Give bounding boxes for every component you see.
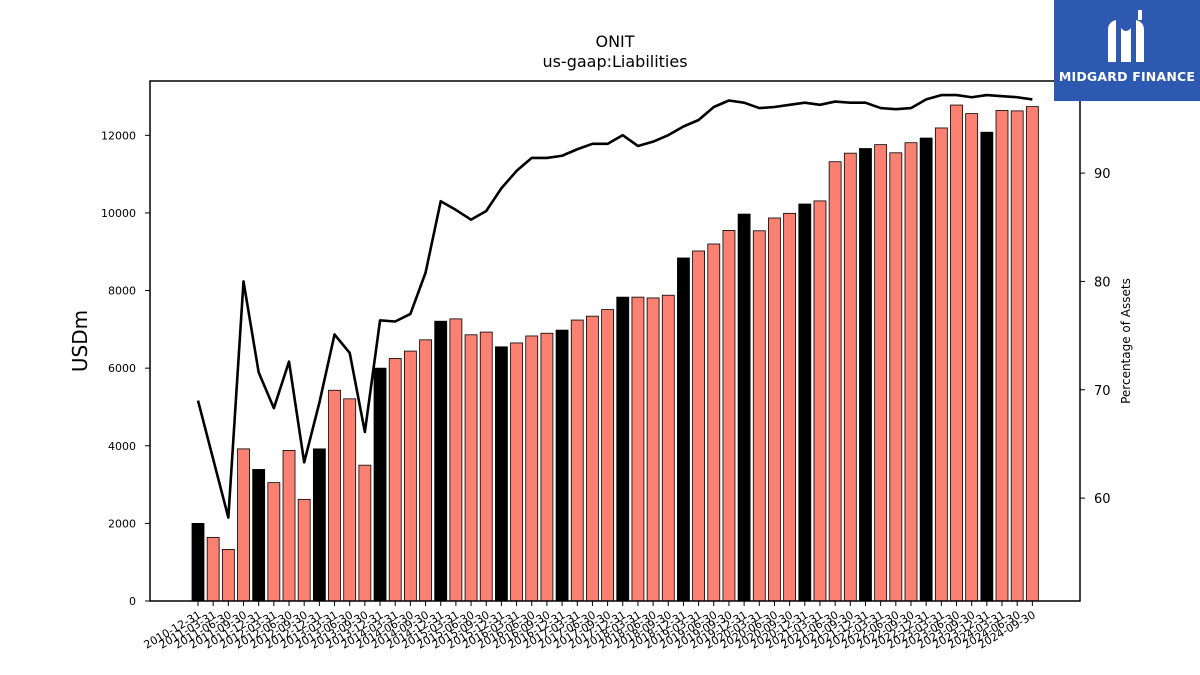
bar [555,329,569,602]
bar [419,339,432,602]
bar [737,213,751,602]
bar [798,203,812,602]
y2-tick-label: 60 [1094,492,1111,507]
y2-tick-label: 90 [1094,167,1111,182]
bar [343,398,357,602]
bar [874,144,888,602]
percentage-line [196,93,1033,519]
y-tick-label: 12000 [101,129,136,142]
bar [1025,106,1039,602]
bar [980,131,994,602]
bar [570,319,584,602]
bar [297,498,311,602]
bar [328,389,341,602]
bar [813,200,827,602]
bar [783,212,797,602]
bar [267,482,281,602]
bar [631,296,645,602]
midgard-finance-logo: MIDGARD FINANCE [1054,0,1200,101]
bar [965,113,979,602]
bar [843,152,857,602]
y-tick-label: 2000 [108,517,136,530]
bar [646,297,660,602]
bar [388,358,402,602]
midgard-logo-icon [1108,10,1144,62]
bar [510,342,523,602]
bar [661,294,675,602]
bar [859,148,872,602]
bar [540,332,554,602]
y2-tick-label: 80 [1094,275,1111,290]
y-tick-label: 4000 [108,440,136,453]
y-axis-right: 60 70 80 90 [1080,167,1111,507]
bar [252,469,266,602]
bar [934,127,948,602]
bar [752,230,766,602]
bar [889,152,903,602]
bar [237,448,250,602]
bar [312,448,326,602]
bar [586,315,599,602]
y-tick-label: 8000 [108,285,136,298]
bar [525,335,539,602]
bar [950,104,963,602]
y-tick-label: 0 [129,595,136,608]
bar [722,229,736,602]
bar [904,142,918,602]
bar [403,350,417,602]
bar [601,309,614,602]
y-tick-label: 10000 [101,207,136,220]
bar [464,334,478,602]
y-axis-left: 0 2000 4000 6000 8000 10000 12000 [101,129,150,608]
bar [995,110,1009,602]
bar [221,548,235,602]
bar [616,296,630,602]
bar [479,331,493,602]
bar [358,464,372,602]
y-axis-title: USDm [68,310,92,372]
bar [828,161,842,602]
bar [282,450,296,602]
plot-frame [149,80,1081,602]
logo-text: MIDGARD FINANCE [1058,69,1196,84]
bar [206,536,220,602]
chart-subtitle: us-gaap:Liabilities [542,52,688,71]
chart-title: ONIT [595,32,635,51]
bar [692,250,706,602]
bar [191,522,205,602]
bar [449,318,463,602]
bar [1010,110,1024,602]
bar [373,367,387,602]
bar [677,257,690,602]
percentage-line-path [196,93,1033,519]
bar-series [191,104,1039,602]
x-axis: 2010-12-312011-03-312011-06-302011-09-30… [142,601,1038,652]
y-tick-label: 6000 [108,362,136,375]
bar [768,217,781,602]
y2-axis-title: Percentage of Assets [1119,278,1133,404]
bar [707,243,721,602]
bar [434,320,448,602]
bar [494,346,508,602]
y2-tick-label: 70 [1094,384,1111,399]
bar [919,137,933,602]
